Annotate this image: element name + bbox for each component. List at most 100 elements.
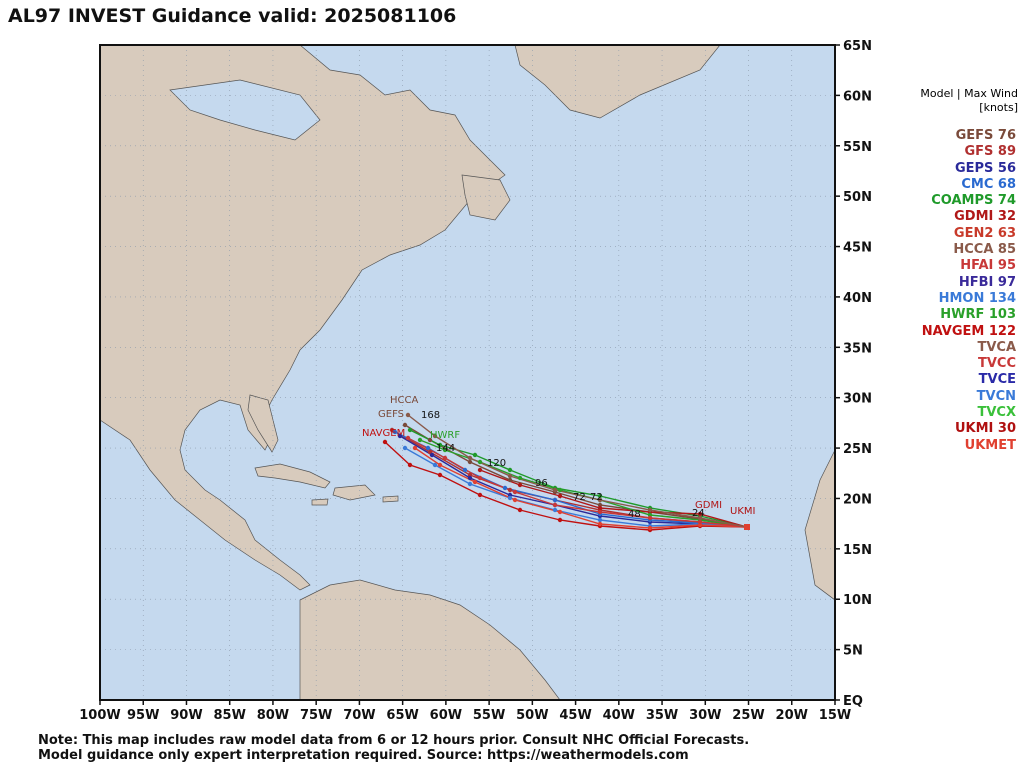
hudson-bay (169, 79, 321, 141)
track-point (402, 422, 408, 428)
track-point (477, 475, 483, 481)
track-point (557, 517, 563, 523)
lat-tick-label: 20N (843, 492, 872, 507)
jamaica (311, 498, 329, 506)
track-point (392, 429, 398, 435)
track-point (467, 481, 473, 487)
track-point (382, 439, 388, 445)
track-point (517, 482, 523, 488)
lon-tick-label: 35W (646, 708, 678, 723)
label-168: 168 (421, 410, 440, 421)
track-point (507, 467, 513, 473)
track-point (507, 495, 513, 501)
label-navgem: NAVGEM (362, 428, 405, 439)
legend-item-tvca: TVCA (977, 339, 1016, 355)
longitude-ticks: 100W 95W 90W 85W 80W 75W 70W 65W 60W 55W 50W 45W 40W… (79, 700, 851, 723)
greenland (514, 45, 721, 119)
label-144: 144 (436, 443, 455, 454)
lon-tick-label: 40W (603, 708, 635, 723)
track-point (552, 487, 558, 493)
lat-tick-label: 50N (843, 190, 872, 205)
track-point (477, 467, 483, 473)
lon-tick-label: 70W (343, 708, 375, 723)
legend-item-hwrf: HWRF 103 (940, 307, 1016, 323)
lon-tick-label: 90W (170, 708, 202, 723)
track-point (507, 473, 513, 479)
legend-header: Model | Max Wind [knots] (908, 87, 1018, 115)
legend-item-hfai: HFAI 95 (960, 258, 1016, 274)
track-point (647, 507, 653, 513)
footnote: Note: This map includes raw model data f… (38, 733, 749, 763)
legend-item-ukmi: UKMI 30 (954, 421, 1016, 437)
lon-tick-label: 80W (257, 708, 289, 723)
track-point (437, 442, 443, 448)
lat-tick-label: 55N (843, 140, 872, 155)
track-point (517, 475, 523, 481)
track-point (405, 412, 411, 418)
lon-tick-label: 45W (559, 708, 591, 723)
track-point (477, 459, 483, 465)
legend-header-line1: Model | Max Wind (920, 87, 1018, 100)
track-point (647, 525, 653, 531)
legend-item-tvcn: TVCN (976, 388, 1016, 404)
lon-tick-label: 95W (127, 708, 159, 723)
track-point (437, 462, 443, 468)
track-point (432, 433, 438, 439)
track-point (442, 447, 448, 453)
lon-tick-label: 15W (819, 708, 851, 723)
legend-item-hfbi: HFBI 97 (958, 274, 1016, 290)
legend-item-cmc: CMC 68 (961, 176, 1016, 192)
legend-item-gdmi: GDMI 32 (954, 209, 1016, 225)
lon-tick-label: 30W (689, 708, 721, 723)
lon-tick-label: 25W (732, 708, 764, 723)
footnote-line2: Model guidance only expert interpretatio… (38, 748, 689, 763)
lon-tick-label: 60W (430, 708, 462, 723)
track-point (405, 435, 411, 441)
label-48: 48 (628, 509, 641, 520)
track-point (512, 489, 518, 495)
track-point (427, 437, 433, 443)
legend-item-tvce: TVCE (978, 372, 1016, 388)
track-point (597, 493, 603, 499)
legend-item-geps: GEPS 56 (954, 160, 1016, 176)
track-point (472, 452, 478, 458)
lat-tick-label: 40N (843, 291, 872, 306)
lon-tick-label: 50W (516, 708, 548, 723)
track-point (442, 455, 448, 461)
track-point (462, 467, 468, 473)
north-america (100, 45, 506, 591)
lat-tick-label: 60N (843, 89, 872, 104)
florida (247, 394, 279, 453)
track-point (597, 517, 603, 523)
lon-tick-label: 20W (776, 708, 808, 723)
track-point (597, 497, 603, 503)
legend-item-tvcx: TVCX (977, 405, 1017, 421)
track-point (697, 511, 703, 517)
footnote-line1: Note: This map includes raw model data f… (38, 733, 750, 748)
legend-item-hmon: HMON 134 (938, 290, 1016, 306)
lat-tick-label: 45N (843, 241, 872, 256)
track-navgem (384, 441, 748, 531)
track-point (512, 497, 518, 503)
label-120: 120 (487, 458, 506, 469)
lat-tick-label: 5N (843, 644, 863, 659)
track-point (517, 507, 523, 513)
newfoundland (461, 174, 511, 221)
lon-tick-label: 75W (300, 708, 332, 723)
track-point (472, 479, 478, 485)
label-hcca: HCCA (390, 395, 418, 406)
track-point (429, 452, 435, 458)
track-point (597, 509, 603, 515)
lon-tick-label: 100W (79, 708, 120, 723)
label-hwrf: HWRF (430, 430, 460, 441)
label-gefs: GEFS (378, 409, 404, 420)
legend-item-gefs: GEFS 76 (955, 128, 1016, 143)
track-point (467, 459, 473, 465)
track-point (557, 493, 563, 499)
legend-item-navgem: NAVGEM 122 (921, 323, 1016, 339)
lon-tick-label: 55W (473, 708, 505, 723)
map-title: AL97 INVEST Guidance valid: 2025081106 (8, 5, 457, 27)
initial-position (744, 524, 750, 530)
lat-tick-label: 10N (843, 593, 872, 608)
label-gdmi: GDMI (695, 500, 722, 511)
